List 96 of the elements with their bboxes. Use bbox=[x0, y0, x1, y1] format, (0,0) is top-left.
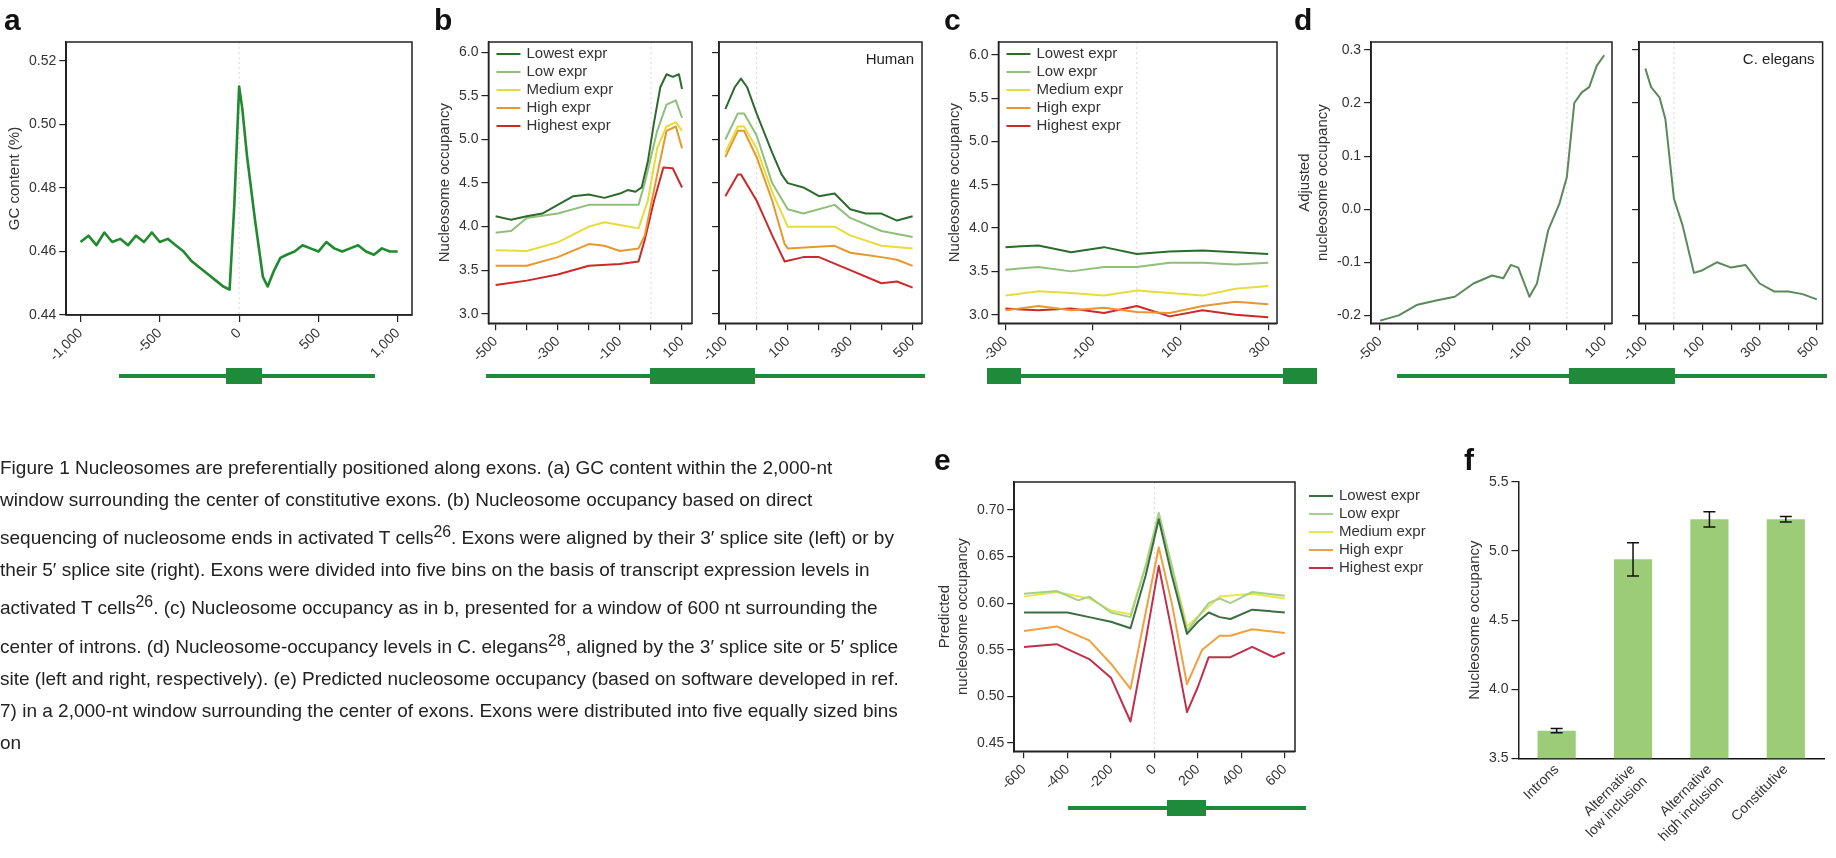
y-tick-label: 4.5 bbox=[968, 175, 989, 192]
y-axis-title: Predicted nucleosome occupancy bbox=[935, 537, 971, 696]
y-tick-label: 5.0 bbox=[1488, 541, 1509, 558]
y-tick-label: 4.5 bbox=[458, 173, 479, 190]
x-tick-label: 300 bbox=[827, 332, 856, 361]
x-tick-label: -500 bbox=[469, 332, 501, 364]
y-tick-label: 0.50 bbox=[29, 115, 57, 132]
x-tick-label: -600 bbox=[997, 760, 1030, 792]
x-tick-label: 500 bbox=[1793, 332, 1822, 361]
y-tick-label: 0.70 bbox=[977, 500, 1005, 517]
x-tick-label: -100 bbox=[1619, 332, 1651, 364]
legend-label: Lowest expr bbox=[526, 44, 608, 62]
y-tick-label: 6.0 bbox=[968, 45, 989, 62]
x-tick-label: 100 bbox=[1679, 332, 1708, 361]
legend-label: Highest expr bbox=[1036, 116, 1121, 134]
x-tick-label: 400 bbox=[1218, 760, 1247, 789]
x-tick-label: -200 bbox=[1084, 760, 1116, 792]
chart-title: b bbox=[434, 3, 453, 37]
y-tick-label: 0.45 bbox=[977, 733, 1005, 750]
x-tick-label: -100 bbox=[1503, 332, 1535, 364]
x-tick-label: 300 bbox=[1245, 332, 1274, 361]
y-axis-title: Nucleosome occupancy bbox=[1465, 540, 1483, 700]
chart-title: e bbox=[934, 443, 951, 477]
x-tick-label: -500 bbox=[1353, 332, 1386, 364]
legend-label: High expr bbox=[1036, 98, 1101, 116]
x-tick-label: -400 bbox=[1041, 760, 1073, 792]
y-tick-label: 0.55 bbox=[977, 640, 1005, 657]
y-tick-label: 0.65 bbox=[977, 547, 1005, 564]
chart-title: f bbox=[1464, 443, 1475, 477]
y-axis-title: GC content (%) bbox=[5, 126, 23, 231]
y-tick-label: 3.5 bbox=[1488, 749, 1509, 766]
x-tick-label: 100 bbox=[764, 332, 793, 361]
y-tick-label: 0.2 bbox=[1341, 93, 1362, 110]
y-tick-label: 0.44 bbox=[29, 305, 57, 322]
x-tick-label: 100 bbox=[1157, 332, 1186, 361]
x-tick-label: -100 bbox=[593, 332, 625, 364]
x-tick-label: 500 bbox=[889, 332, 918, 361]
y-tick-label: 5.5 bbox=[458, 86, 479, 103]
legend-label: High expr bbox=[1339, 540, 1404, 558]
annotation: C. elegans bbox=[1742, 50, 1815, 67]
y-tick-label: -0.1 bbox=[1337, 253, 1362, 270]
x-tick-label: 500 bbox=[295, 324, 324, 353]
x-tick-label: 200 bbox=[1174, 760, 1203, 789]
y-tick-label: 5.5 bbox=[968, 89, 989, 106]
y-tick-label: 0.1 bbox=[1341, 146, 1362, 163]
legend-label: Medium expr bbox=[526, 80, 614, 98]
x-tick-label: 100 bbox=[1581, 332, 1610, 361]
text: Figure 1 Nucleosomes are preferentially positioned along exons. (a) GC content within the 2,000-nt window surrounding the center of constitutive exons. (b) Nucleosome occupancy based on direct sequencing of nucleosome ends in activated T cells$^{26}$. Exons were aligned by their 3′ splice site (left) or by their 5′ splice site (right). Exons were divided into five bins on the basis of transcript expression levels in activated T cells$^{26}$. (c) Nucleosome occupancy as in b, presented for a window of 600 nt surrounding the center of introns. (d) Nucleosome-occupancy levels in C. elegans$^{28}$, aligned by the 3′ splice site or 5′ splice site (left and right, respectively). (e) Predicted nucleosome occupancy (based on software developed in ref. 7) in a 2,000-nt window surrounding the center of exons. Exons were distributed into five equally sized bins on bbox=[0, 457, 899, 753]
y-axis-title: Adjusted nucleosome occupancy bbox=[1295, 103, 1331, 262]
y-axis-title: Nucleosome occupancy bbox=[945, 102, 963, 263]
y-tick-label: 3.5 bbox=[458, 261, 479, 278]
legend-label: Low expr bbox=[1339, 504, 1400, 522]
chart-title: d bbox=[1294, 3, 1313, 37]
y-tick-label: 4.0 bbox=[458, 217, 479, 234]
y-tick-label: 5.0 bbox=[968, 132, 989, 149]
y-tick-label: 0.48 bbox=[29, 178, 57, 195]
legend-label: Medium expr bbox=[1036, 80, 1124, 98]
legend-label: Lowest expr bbox=[1339, 486, 1420, 504]
legend-label: High expr bbox=[526, 98, 591, 116]
y-tick-label: 0.3 bbox=[1341, 40, 1362, 57]
y-tick-label: 5.5 bbox=[1488, 472, 1509, 489]
y-tick-label: 3.0 bbox=[458, 304, 479, 321]
legend-label: Lowest expr bbox=[1036, 44, 1118, 62]
y-tick-label: 0.60 bbox=[977, 594, 1005, 610]
y-tick-label: -0.2 bbox=[1337, 306, 1362, 323]
x-tick-label: -100 bbox=[699, 332, 731, 364]
y-tick-label: 3.5 bbox=[968, 262, 989, 279]
y-tick-label: 4.0 bbox=[1488, 680, 1509, 697]
y-tick-label: 0.0 bbox=[1341, 200, 1362, 217]
chart-title: c bbox=[944, 3, 961, 37]
chart-title: a bbox=[4, 3, 21, 37]
legend-label: Low expr bbox=[1036, 62, 1098, 80]
y-tick-label: 0.46 bbox=[29, 242, 57, 259]
y-tick-label: 3.0 bbox=[968, 305, 989, 322]
x-tick-label: 300 bbox=[1736, 332, 1765, 361]
y-tick-label: 5.0 bbox=[458, 130, 479, 147]
y-tick-label: 0.50 bbox=[977, 687, 1005, 704]
x-tick-label: -500 bbox=[133, 324, 165, 356]
x-tick-label: 100 bbox=[659, 332, 688, 361]
x-tick-label: -100 bbox=[1066, 332, 1099, 364]
legend-label: Highest expr bbox=[526, 116, 611, 134]
x-tick-label: -300 bbox=[1428, 332, 1460, 364]
x-tick-label: 0 bbox=[227, 324, 245, 342]
x-tick-label: 600 bbox=[1261, 760, 1290, 789]
y-tick-label: 4.5 bbox=[1488, 610, 1509, 627]
legend-label: Medium expr bbox=[1339, 522, 1426, 540]
annotation: Human bbox=[865, 50, 914, 67]
legend-label: Highest expr bbox=[1339, 558, 1424, 576]
y-axis-title: Nucleosome occupancy bbox=[435, 102, 453, 263]
x-tick-label: 0 bbox=[1142, 760, 1160, 778]
y-tick-label: 4.0 bbox=[968, 218, 989, 235]
x-tick-label: -300 bbox=[531, 332, 563, 364]
x-tick-label: -300 bbox=[979, 332, 1011, 364]
y-tick-label: 6.0 bbox=[458, 43, 479, 60]
legend-label: Low expr bbox=[526, 62, 588, 80]
y-tick-label: 0.52 bbox=[29, 51, 57, 68]
